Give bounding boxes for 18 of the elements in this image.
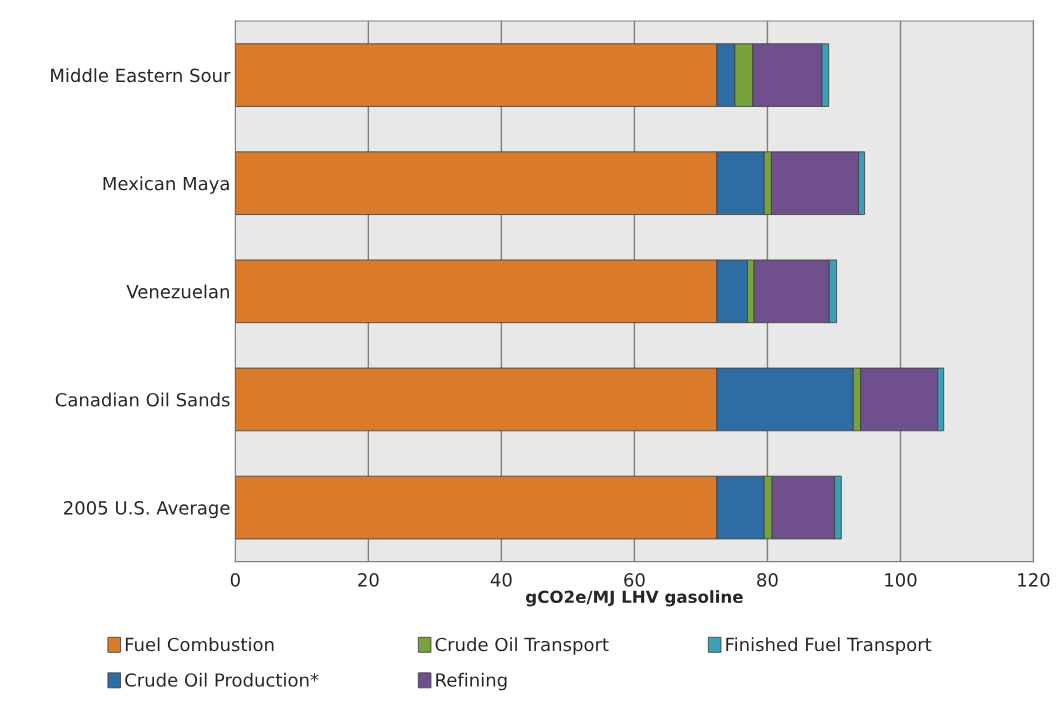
legend-label: Finished Fuel Transport [726, 637, 932, 655]
x-tick-label: 80 [757, 573, 778, 587]
legend-label: Refining [436, 672, 507, 691]
x-tick-label: 0 [230, 573, 240, 587]
legend-label: Crude Oil Transport [435, 637, 609, 655]
legend-label: Fuel Combustion [125, 637, 274, 652]
x-tick-label: 20 [358, 573, 379, 587]
y-tick-label: Middle Eastern Sour [51, 68, 231, 83]
y-tick-label: Venezuelan [126, 284, 229, 299]
x-tick-label: 100 [885, 573, 917, 587]
x-tick-label: 40 [490, 573, 512, 587]
y-tick-label: Canadian Oil Sands [55, 392, 230, 407]
x-tick-label: 120 [1018, 573, 1050, 587]
y-tick-label: Mexican Maya [103, 176, 229, 194]
x-tick-label: 60 [624, 573, 645, 587]
x-axis-title: gCO2e/MJ LHV gasoline [526, 590, 743, 607]
legend-label: Crude Oil Production* [125, 672, 319, 687]
y-tick-label: 2005 U.S. Average [64, 501, 230, 519]
